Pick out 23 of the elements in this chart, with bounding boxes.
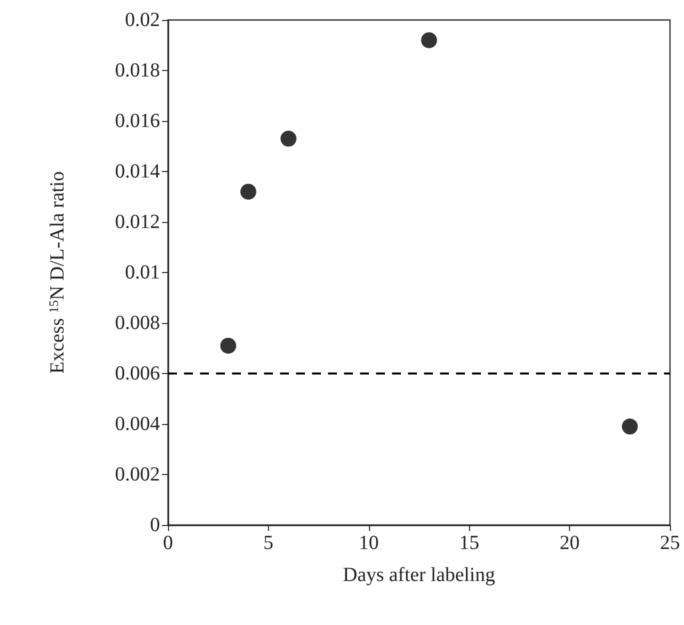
x-tick-label: 10 — [358, 532, 379, 554]
x-tick-label: 25 — [660, 532, 680, 554]
y-tick-label: 0.016 — [115, 110, 160, 132]
y-tick-label: 0.02 — [125, 9, 160, 31]
y-tick-label: 0.018 — [115, 60, 160, 82]
y-tick-label: 0.002 — [115, 464, 160, 486]
y-tick-label: 0.006 — [115, 362, 160, 384]
y-tick-label: 0.01 — [125, 262, 160, 284]
x-tick-label: 20 — [560, 532, 580, 554]
point — [421, 32, 438, 48]
y-tick-label: 0.004 — [115, 413, 160, 435]
point — [220, 338, 236, 354]
y-tick-label: 0 — [150, 514, 160, 536]
x-axis-title: Days after labeling — [342, 564, 496, 586]
point — [280, 130, 296, 147]
y-tick-label: 0.014 — [115, 160, 160, 182]
point — [240, 184, 256, 200]
y-tick-label: 0.012 — [115, 211, 160, 233]
y-tick-label: 0.008 — [115, 312, 160, 334]
x-tick-label: 15 — [459, 532, 480, 554]
point — [622, 418, 638, 435]
x-tick-label: 5 — [263, 532, 274, 554]
y-axis-title: Excess 15N D/L-Ala ratio — [46, 171, 68, 374]
